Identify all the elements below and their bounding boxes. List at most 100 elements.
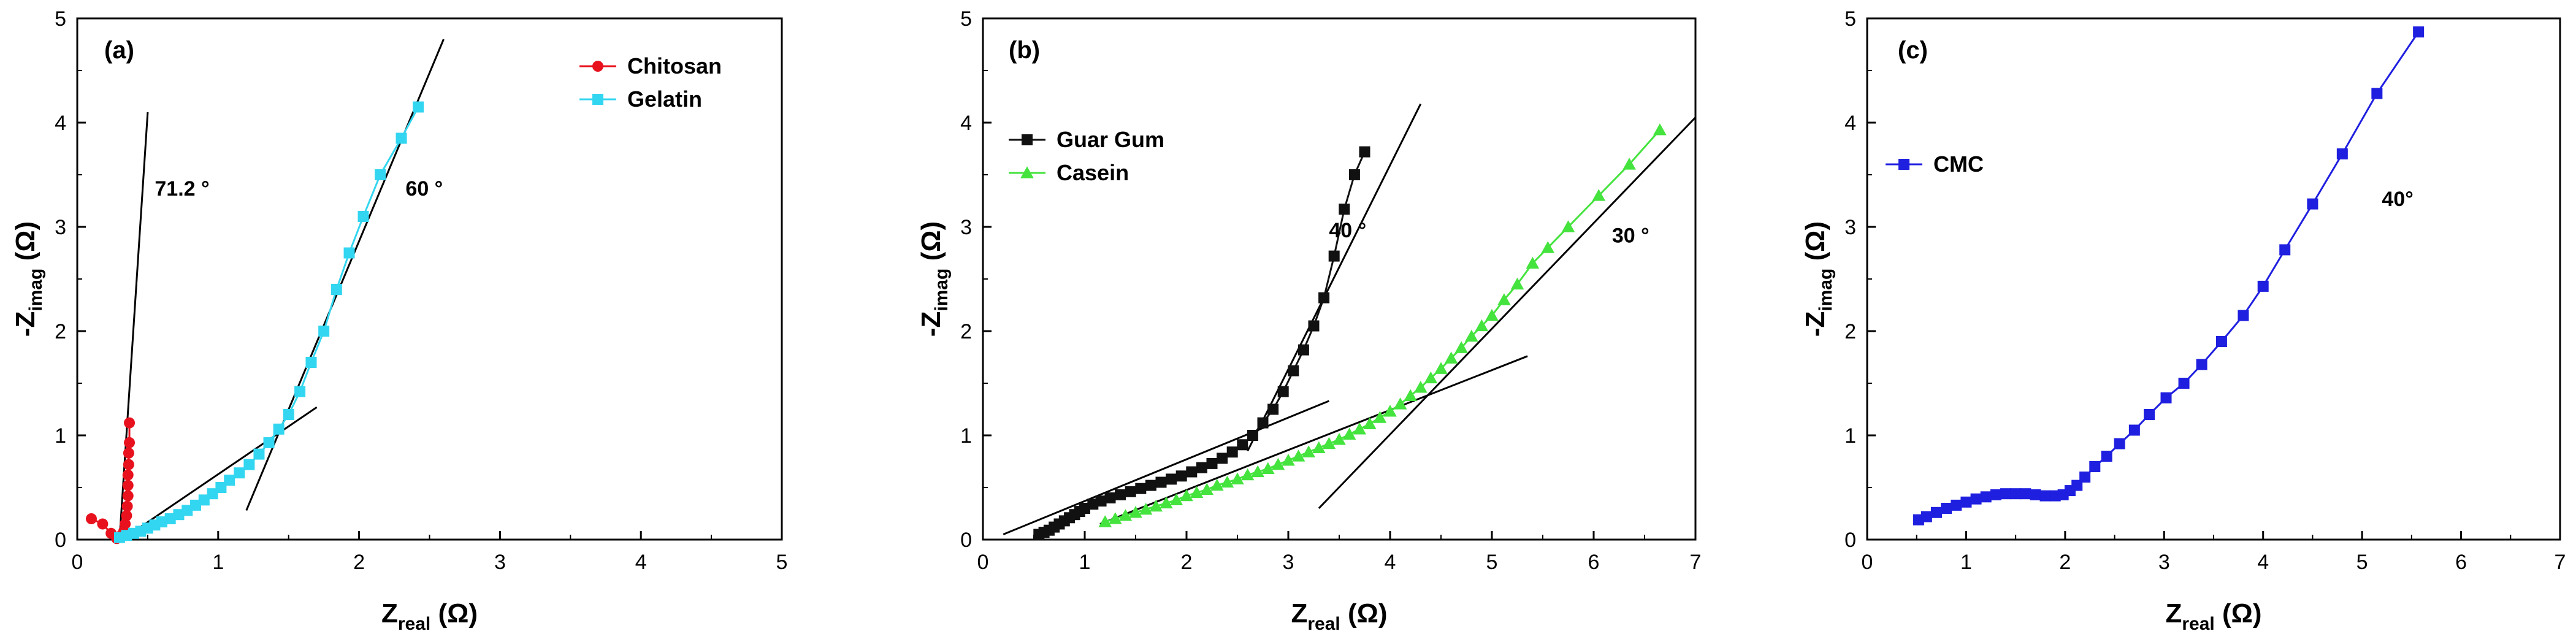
data-point: [1414, 381, 1428, 393]
data-point: [1169, 493, 1183, 506]
data-point: [1561, 220, 1575, 232]
data-point: [1342, 427, 1356, 440]
y-axis-title-main: -Z: [916, 311, 946, 337]
data-point: [122, 480, 134, 491]
data-point: [263, 437, 275, 448]
x-axis-title-subscript: real: [398, 614, 430, 634]
legend-label: Gelatin: [627, 86, 702, 112]
x-axis-title-subscript: real: [1307, 614, 1340, 634]
angle-annotation: 40 °: [1329, 219, 1366, 242]
data-point: [413, 101, 424, 113]
x-tick-label: 3: [2158, 551, 2170, 574]
x-tick-label: 4: [2257, 551, 2269, 574]
x-tick-label: 2: [2059, 551, 2071, 574]
y-axis-title-unit: (Ω): [10, 221, 40, 269]
x-tick-label: 0: [72, 551, 83, 574]
data-point: [1196, 462, 1207, 473]
data-point: [1282, 454, 1295, 466]
data-point: [123, 459, 134, 470]
data-point: [2144, 409, 2155, 420]
data-point: [1302, 445, 1315, 457]
y-tick-label: 0: [960, 529, 972, 552]
y-tick-label: 3: [55, 216, 66, 239]
y-tick-label: 2: [55, 320, 66, 343]
fit-line: [1099, 355, 1528, 525]
y-axis-title-unit: (Ω): [916, 221, 946, 269]
data-point: [305, 357, 317, 368]
x-axis-title: Zreal (Ω): [1291, 598, 1387, 634]
data-point: [375, 169, 386, 180]
angle-annotation: 40°: [2382, 188, 2413, 211]
series-line-cmc: [1918, 31, 2420, 521]
x-axis-title-unit: (Ω): [430, 598, 478, 629]
data-point: [1139, 502, 1153, 515]
data-point: [2114, 438, 2125, 449]
data-point: [122, 469, 134, 481]
data-point: [85, 513, 97, 524]
data-point: [207, 488, 218, 500]
data-point: [1328, 250, 1340, 262]
data-point: [1404, 389, 1417, 402]
data-point: [1373, 411, 1387, 423]
data-point: [1348, 169, 1360, 180]
data-point: [123, 447, 134, 459]
data-point: [1931, 506, 1942, 518]
data-point: [1175, 470, 1187, 482]
data-point: [124, 437, 136, 448]
legend-label: CMC: [1933, 151, 1984, 177]
data-point: [234, 467, 245, 479]
x-tick-label: 1: [1960, 551, 1972, 574]
data-point: [1308, 320, 1320, 332]
y-axis-title-subscript: imag: [931, 269, 952, 311]
data-point: [283, 409, 294, 420]
y-axis-title-subscript: imag: [26, 269, 46, 311]
data-point: [1251, 465, 1264, 478]
series-line-guar-gum: [1038, 151, 1366, 535]
y-tick-label: 0: [55, 529, 66, 552]
x-tick-label: 6: [1588, 551, 1600, 574]
data-point: [1206, 457, 1218, 469]
data-point: [1190, 486, 1204, 499]
angle-annotation: 71.2 °: [155, 177, 209, 201]
y-tick-label: 4: [1844, 112, 1856, 135]
panel-label: (b): [1009, 37, 1040, 64]
data-point: [2000, 488, 2011, 500]
y-tick-label: 5: [960, 7, 972, 31]
data-point: [1434, 362, 1448, 374]
legend-label: Guar Gum: [1057, 127, 1164, 152]
data-point: [1424, 371, 1438, 384]
x-tick-label: 7: [2555, 551, 2566, 574]
x-tick-label: 5: [776, 551, 788, 574]
data-point: [243, 459, 255, 470]
x-axis-title-main: Z: [381, 598, 398, 629]
y-axis-title: -Zimag (Ω): [10, 221, 46, 337]
data-point: [1155, 476, 1167, 488]
y-axis-title-main: -Z: [1800, 311, 1830, 337]
data-point: [1160, 496, 1173, 509]
data-point: [1217, 453, 1228, 464]
data-point: [190, 499, 202, 511]
data-point: [1980, 491, 1992, 503]
data-point: [1104, 492, 1116, 503]
data-point: [1145, 480, 1156, 491]
data-point: [2178, 378, 2190, 389]
data-point: [294, 386, 306, 397]
x-tick-label: 5: [1486, 551, 1498, 574]
angle-annotation: 60 °: [405, 177, 443, 201]
data-point: [2215, 336, 2227, 347]
data-point: [1653, 123, 1667, 136]
data-point: [198, 494, 210, 506]
data-point: [182, 505, 193, 516]
data-point: [2079, 472, 2091, 483]
data-point: [1454, 341, 1468, 353]
data-point: [2336, 148, 2348, 159]
x-tick-label: 5: [2356, 551, 2368, 574]
x-axis-title-unit: (Ω): [1340, 598, 1388, 629]
data-point: [1186, 466, 1198, 478]
data-point: [318, 326, 330, 337]
y-tick-label: 0: [1844, 529, 1856, 552]
data-point: [1288, 365, 1299, 376]
data-point: [1353, 422, 1366, 435]
data-point: [1149, 499, 1163, 512]
data-point: [1970, 493, 1982, 505]
